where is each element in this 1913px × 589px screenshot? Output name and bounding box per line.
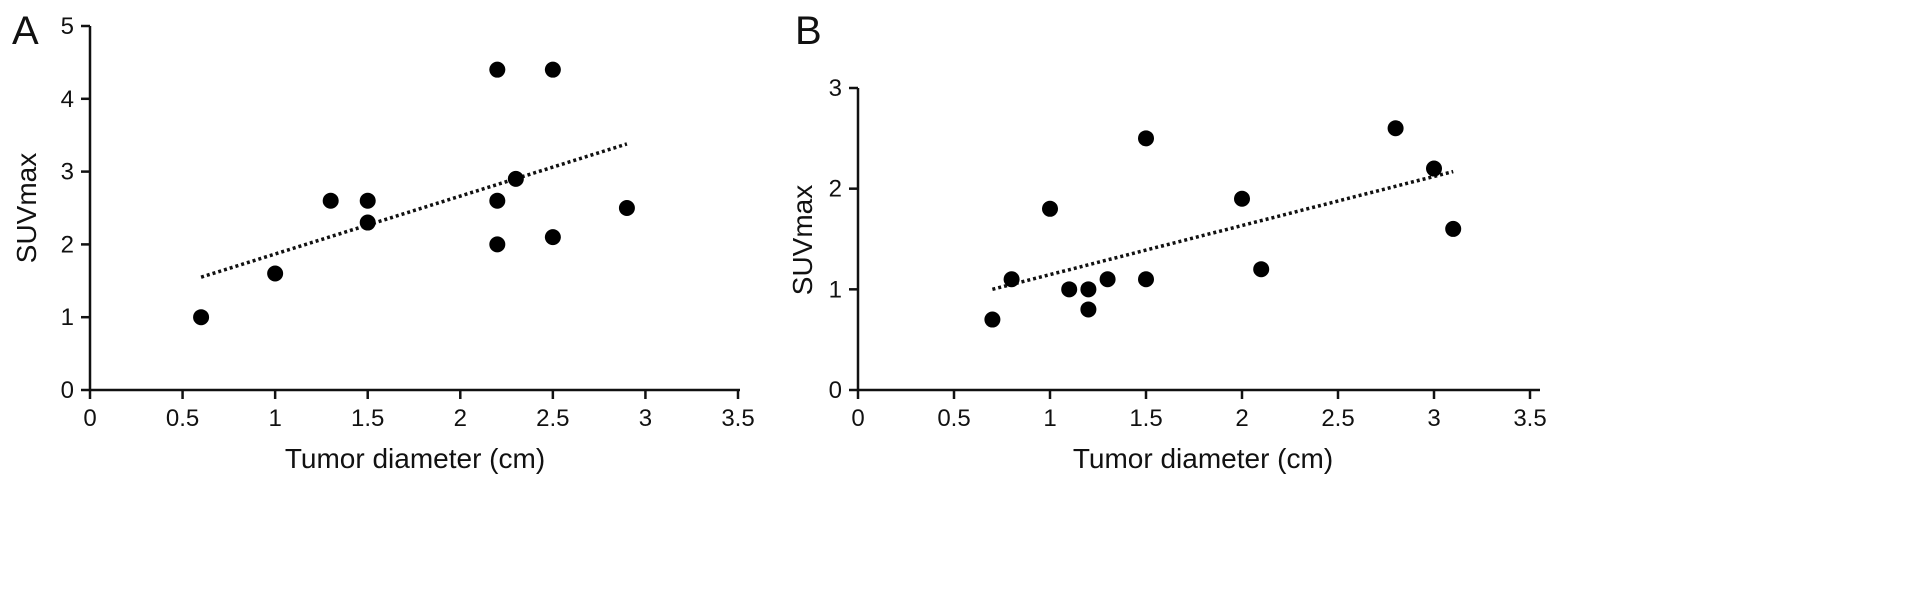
x-tick-label: 2 [454,405,467,432]
x-tick-label: 1.5 [351,405,384,432]
x-axis-title: Tumor diameter (cm) [285,443,545,474]
data-point [267,265,284,282]
data-point [1042,200,1058,217]
trendline-group [991,169,1454,292]
x-tick-label: 0 [851,405,864,432]
y-tick-label: 3 [829,75,842,102]
panel-label-a: A [12,9,39,53]
x-tick-label: 3 [639,405,652,432]
points-group [193,61,635,326]
x-ticks: 0 0.5 1 1.5 2 2.5 3 3.5 [83,390,755,432]
x-tick-label: 2.5 [1321,405,1354,432]
x-tick-label: 1 [268,405,281,432]
trendline [991,169,1454,292]
data-point [1426,160,1442,177]
data-point [1253,261,1270,278]
data-point [1138,271,1154,288]
chart-panel-b: B 0 1 2 3 0 0.5 1 1.5 2 2.5 3 3.5 Tumor diameter (… [787,9,1547,474]
x-ticks: 0 0.5 1 1.5 2 2.5 3 3.5 [851,390,1547,432]
x-tick-label: 0.5 [166,405,199,432]
x-tick-label: 2.5 [536,405,569,432]
data-point [359,192,376,209]
data-point [489,61,506,78]
x-tick-label: 3.5 [721,405,754,432]
y-ticks: 0 1 2 3 4 5 [61,13,90,404]
y-tick-label: 0 [61,377,74,404]
data-point [489,192,506,209]
data-point [1234,190,1250,207]
x-tick-label: 2 [1235,405,1248,432]
data-point [1080,301,1097,318]
x-tick-label: 3.5 [1513,405,1546,432]
x-tick-label: 1 [1043,405,1056,432]
x-axis-title: Tumor diameter (cm) [1073,443,1333,474]
x-tick-label: 3 [1427,405,1440,432]
data-point [1138,130,1154,147]
data-point [1061,281,1078,298]
y-ticks: 0 1 2 3 [829,75,858,404]
data-point [489,236,506,253]
data-point [359,214,376,231]
x-tick-label: 0.5 [937,405,970,432]
data-point [984,311,1001,328]
data-point [618,200,635,216]
data-point [322,192,339,209]
y-axis-title: SUVmax [787,185,818,295]
trendline [200,142,628,279]
y-tick-label: 3 [61,159,74,186]
x-tick-label: 0 [83,405,96,432]
data-point [544,61,561,78]
data-point [1080,281,1097,298]
y-tick-label: 4 [61,86,74,113]
data-point [507,170,524,187]
y-tick-label: 1 [829,276,842,303]
trendline-group [200,142,628,279]
chart-panel-a: A 0 1 2 3 4 5 0 0.5 1 1.5 2 2.5 3 3.5 Tumor diameter… [11,9,755,474]
data-point [544,229,561,246]
data-point [1445,220,1462,237]
data-point [1387,120,1404,137]
data-point [1003,271,1020,288]
y-tick-label: 0 [829,377,842,404]
y-tick-label: 2 [829,176,842,203]
data-point [1099,271,1116,288]
y-tick-label: 2 [61,231,74,258]
x-tick-label: 1.5 [1129,405,1162,432]
y-tick-label: 5 [61,13,74,40]
data-point [193,309,210,326]
panel-label-b: B [795,9,822,53]
y-tick-label: 1 [61,304,74,331]
points-group [984,120,1462,328]
y-axis-title: SUVmax [11,153,42,263]
